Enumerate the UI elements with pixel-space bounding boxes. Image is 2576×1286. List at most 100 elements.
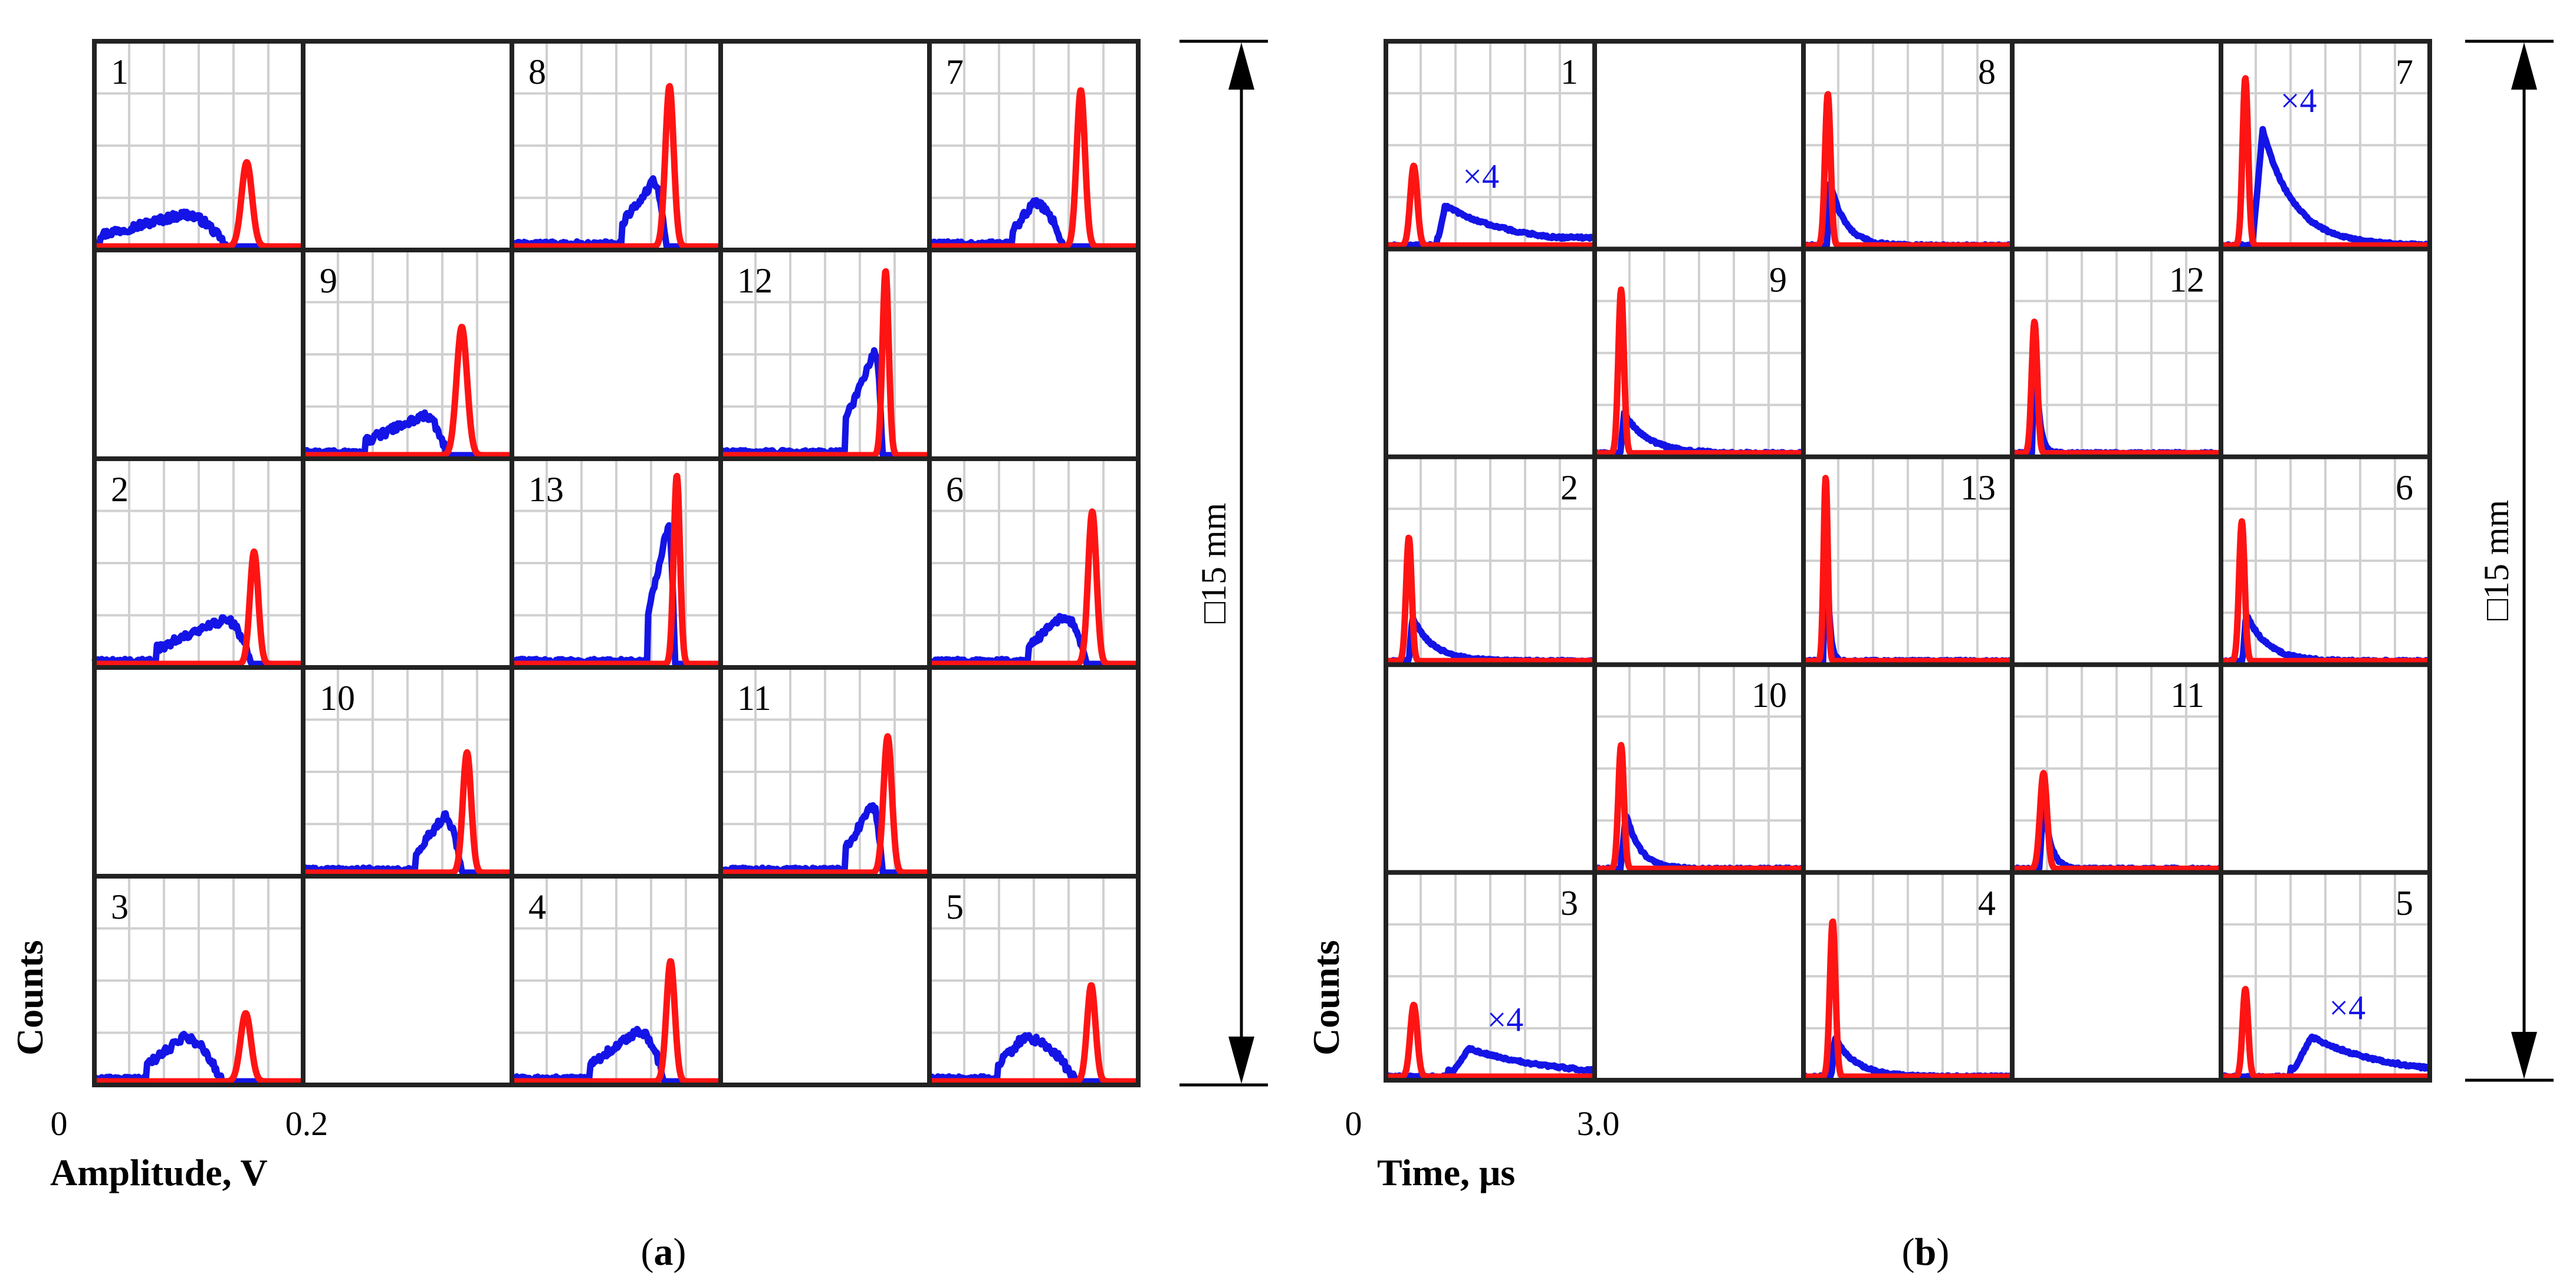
cell-4-label: 4 <box>528 887 546 926</box>
cell-3-grid <box>94 876 303 1085</box>
cell-12-grid <box>721 250 929 459</box>
cell-1-red-series <box>91 159 306 250</box>
cell-10-grid <box>303 667 512 876</box>
panel-b-caption: (b) <box>1902 1231 1950 1274</box>
cell-11-label: 11 <box>2170 676 2204 715</box>
cell-13-grid <box>1803 456 2012 665</box>
grid-layer <box>1386 41 2430 1080</box>
cell-5-annotation: ×4 <box>2329 988 2365 1027</box>
frame-border <box>92 39 1141 1087</box>
cell-9-red-series <box>300 324 515 459</box>
cell-3-label: 3 <box>1560 884 1578 923</box>
panel-a-xtick-end: 0.2 <box>285 1104 328 1143</box>
panel-a-xlabel: Amplitude, V <box>50 1152 268 1193</box>
panel-b-ylabel: Counts <box>1305 940 1347 1055</box>
cell-2-red-series <box>1383 534 1598 665</box>
cell-10-label: 10 <box>1752 676 1787 715</box>
panel-a: Counts 0 0.2 Amplitude, V (a) □15 mm 1 8 7… <box>9 39 1268 1274</box>
dimension-label: □15 mm <box>2477 500 2516 621</box>
cell-5-red-series <box>2218 986 2433 1080</box>
cell-3-grid <box>1386 872 1595 1080</box>
label-layer: 1 8 7 9 12 2 13 6 10 11 3 4 5 <box>111 52 964 926</box>
dimension-label: □15 mm <box>1194 503 1233 624</box>
cell-2-red-series <box>91 548 306 667</box>
cell-7-label: 7 <box>946 52 964 91</box>
panel-a-caption: (a) <box>641 1231 686 1274</box>
cell-1-grid <box>94 41 303 250</box>
cell-13-grid <box>512 459 721 667</box>
cell-5-label: 5 <box>946 887 964 926</box>
cell-12-red-series <box>718 268 932 459</box>
cell-9-label: 9 <box>1769 260 1787 299</box>
label-layer: 1 ×4 8 7 ×4 9 12 2 13 6 10 11 3 ×4 4 5 ×4 <box>1463 52 2413 1039</box>
cell-10-red-series <box>300 749 515 876</box>
panel-a-ylabel: Counts <box>9 940 51 1055</box>
cell-12-label: 12 <box>2169 260 2204 299</box>
cell-4-red-series <box>1800 918 2015 1080</box>
cell-4-red-series <box>509 958 724 1085</box>
cell-8-red-series <box>509 83 724 250</box>
cell-6-label: 6 <box>946 470 964 509</box>
cell-6-red-series <box>926 508 1141 667</box>
cell-9-label: 9 <box>320 261 337 300</box>
cell-4-label: 4 <box>1978 884 1996 923</box>
cell-11-red-series <box>2009 769 2224 873</box>
cell-8-label: 8 <box>528 52 546 91</box>
cell-13-red-series <box>1800 475 2015 665</box>
cell-1-red-series <box>1383 162 1598 249</box>
cell-13-red-series <box>509 472 724 667</box>
cell-6-red-series <box>2218 518 2433 665</box>
panel-a-dimension: □15 mm <box>1179 40 1268 1087</box>
dimension-arrow-down <box>1228 1037 1254 1084</box>
cell-1-label: 1 <box>1560 52 1578 91</box>
cell-12-label: 12 <box>737 261 773 300</box>
cell-13-label: 13 <box>528 470 564 509</box>
cell-8-label: 8 <box>1978 52 1996 91</box>
cell-7-label: 7 <box>2396 52 2413 91</box>
cell-3-label: 3 <box>111 887 129 926</box>
cell-3-red-series <box>91 1010 306 1085</box>
cell-5-grid <box>2221 872 2430 1080</box>
dimension-arrow-up <box>1228 42 1254 90</box>
panel-b: Counts 0 3.0 Time, μs (b) □15 mm 1 ×4 8 7 ×4… <box>1305 39 2554 1274</box>
cell-1-annotation: ×4 <box>1463 157 1499 196</box>
cell-10-grid <box>1595 665 1803 873</box>
cell-7-annotation: ×4 <box>2281 81 2317 120</box>
cell-9-grid <box>303 250 512 459</box>
cell-10-label: 10 <box>320 679 355 718</box>
cell-3-annotation: ×4 <box>1487 1001 1524 1039</box>
cell-8-grid <box>512 41 721 250</box>
cell-11-blue-series <box>718 802 932 876</box>
cell-11-label: 11 <box>737 679 771 718</box>
curve-layer <box>91 83 1141 1085</box>
cell-5-label: 5 <box>2396 884 2413 923</box>
cell-10-red-series <box>1592 742 1806 873</box>
frame-border <box>1384 39 2432 1083</box>
dimension-arrow-up <box>2511 42 2537 90</box>
curve-layer <box>1383 75 2433 1080</box>
panel-b-xlabel: Time, μs <box>1377 1152 1515 1193</box>
panel-a-xtick-start: 0 <box>51 1104 68 1143</box>
cell-7-red-series <box>2218 75 2433 249</box>
cell-13-label: 13 <box>1960 468 1996 507</box>
cell-2-label: 2 <box>1560 468 1578 507</box>
panel-b-dimension: □15 mm <box>2465 40 2554 1082</box>
grid-frame <box>1384 39 2432 1083</box>
cell-5-grid <box>929 876 1138 1085</box>
cell-1-label: 1 <box>111 52 129 91</box>
cell-8-red-series <box>1800 91 2015 249</box>
panel-b-xtick-end: 3.0 <box>1577 1104 1620 1143</box>
cell-12-red-series <box>2009 318 2224 457</box>
cell-7-red-series <box>926 87 1141 250</box>
cell-6-grid <box>929 459 1138 667</box>
cell-2-label: 2 <box>111 470 129 509</box>
cell-9-red-series <box>1592 286 1806 457</box>
grid-frame <box>92 39 1141 1087</box>
cell-3-red-series <box>1383 1001 1598 1080</box>
grid-layer <box>94 41 1138 1085</box>
cell-9-grid <box>1595 249 1803 457</box>
cell-12-grid <box>2012 249 2221 457</box>
cell-5-red-series <box>926 982 1141 1085</box>
panel-b-xtick-start: 0 <box>1345 1104 1362 1143</box>
